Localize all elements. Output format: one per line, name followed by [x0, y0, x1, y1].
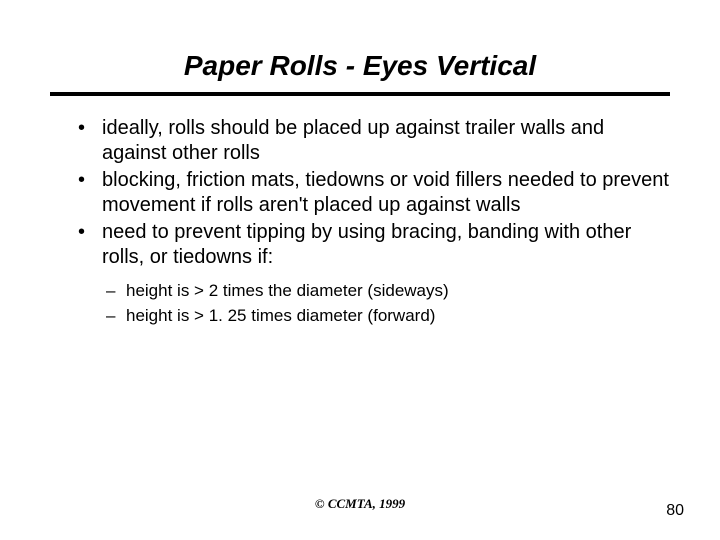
slide-title: Paper Rolls - Eyes Vertical [50, 50, 670, 92]
bullet-list: ideally, rolls should be placed up again… [50, 116, 670, 270]
bullet-item: need to prevent tipping by using bracing… [78, 220, 670, 270]
slide: Paper Rolls - Eyes Vertical ideally, rol… [0, 0, 720, 540]
sub-bullet-item: height is > 2 times the diameter (sidewa… [106, 280, 670, 303]
sub-bullet-list: height is > 2 times the diameter (sidewa… [50, 280, 670, 328]
sub-bullet-item: height is > 1. 25 times diameter (forwar… [106, 305, 670, 328]
footer-copyright: © CCMTA, 1999 [0, 496, 720, 512]
bullet-item: blocking, friction mats, tiedowns or voi… [78, 168, 670, 218]
page-number: 80 [666, 502, 684, 520]
title-rule [50, 92, 670, 96]
bullet-item: ideally, rolls should be placed up again… [78, 116, 670, 166]
